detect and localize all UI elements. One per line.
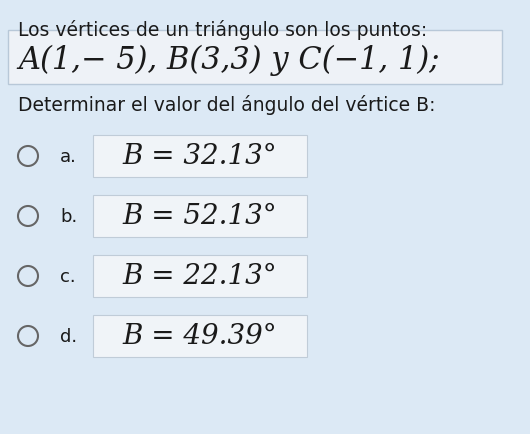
FancyBboxPatch shape (93, 315, 307, 357)
FancyBboxPatch shape (93, 136, 307, 178)
Text: d.: d. (60, 327, 77, 345)
Text: Determinar el valor del ángulo del vértice B:: Determinar el valor del ángulo del vérti… (18, 95, 436, 115)
Text: B = 52.13°: B = 52.13° (122, 203, 277, 230)
Text: A(1,− 5), B(3,3) y C(−1, 1);: A(1,− 5), B(3,3) y C(−1, 1); (18, 45, 439, 76)
Text: B = 22.13°: B = 22.13° (122, 263, 277, 290)
Text: b.: b. (60, 207, 77, 226)
Text: Los vértices de un triángulo son los puntos:: Los vértices de un triángulo son los pun… (18, 20, 427, 40)
FancyBboxPatch shape (93, 256, 307, 297)
Text: a.: a. (60, 148, 77, 166)
Text: B = 32.13°: B = 32.13° (122, 143, 277, 170)
Text: B = 49.39°: B = 49.39° (122, 323, 277, 350)
FancyBboxPatch shape (8, 31, 502, 85)
Text: c.: c. (60, 267, 76, 285)
FancyBboxPatch shape (93, 196, 307, 237)
